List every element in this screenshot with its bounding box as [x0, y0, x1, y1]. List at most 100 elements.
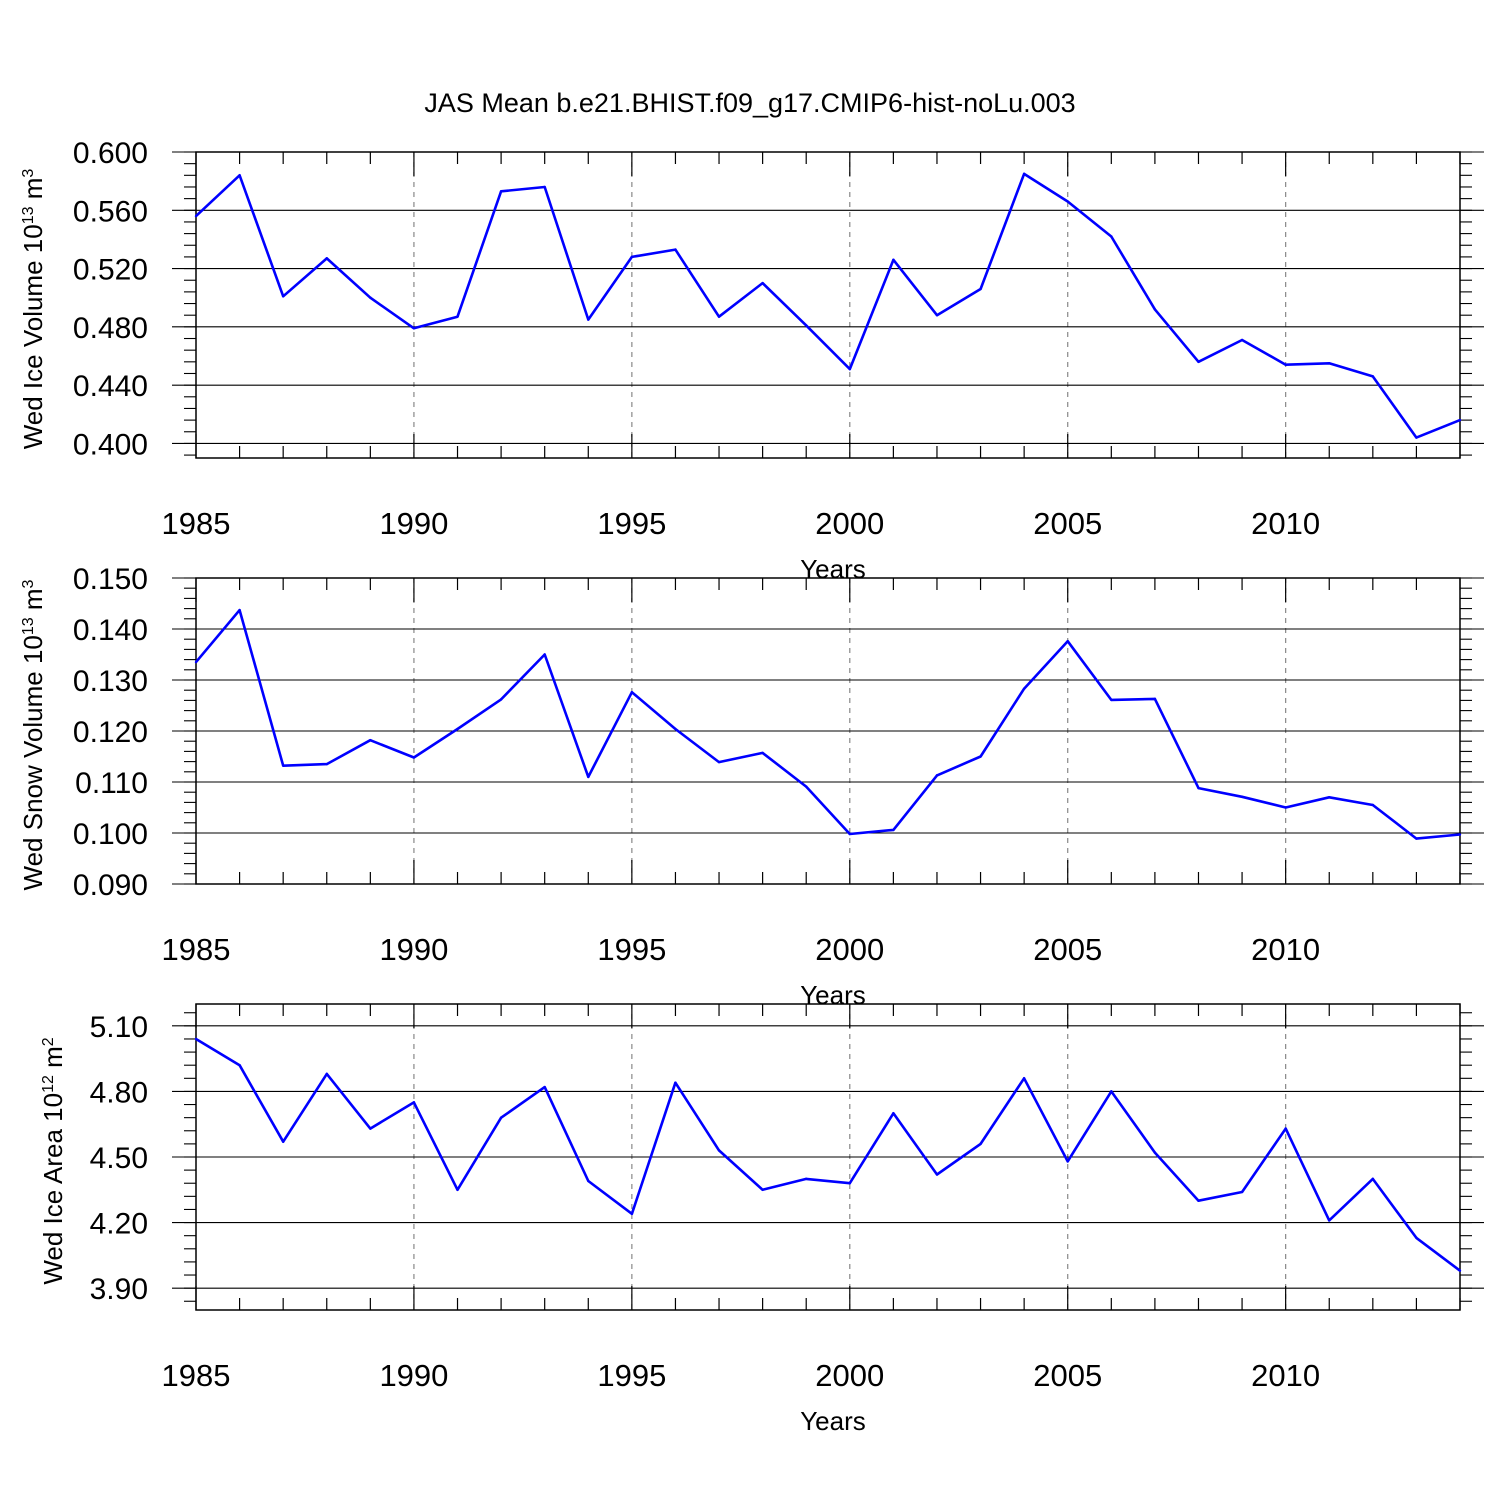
x-tick-label: 2005 — [1033, 506, 1102, 541]
data-point — [674, 727, 677, 731]
data-point — [1328, 362, 1331, 365]
data-point — [281, 764, 285, 767]
data-point — [369, 296, 372, 299]
y-axis-label: Wed Ice Volume 1013 m3 — [18, 169, 48, 450]
data-point — [412, 1101, 416, 1104]
y-tick-label: 0.140 — [73, 614, 148, 647]
data-point — [1458, 1269, 1462, 1272]
y-axis-label-exponent: 12 — [40, 1075, 57, 1093]
data-point — [1197, 1199, 1200, 1202]
data-point — [587, 775, 590, 779]
data-point — [1371, 803, 1375, 807]
y-axis-label-exponent: 3 — [20, 169, 37, 178]
y-axis-label-exponent: 13 — [20, 617, 37, 635]
data-point — [499, 190, 503, 193]
x-tick-label: 2010 — [1251, 1358, 1320, 1393]
data-point — [412, 756, 416, 759]
data-point — [935, 774, 939, 777]
data-point — [456, 727, 459, 731]
y-tick-label: 0.150 — [73, 563, 148, 596]
series-line — [195, 172, 1461, 439]
data-point — [499, 1116, 503, 1119]
x-tick-label: 1995 — [597, 1358, 666, 1393]
y-tick-label: 4.50 — [90, 1142, 148, 1175]
data-point — [1153, 308, 1157, 311]
data-point — [630, 691, 634, 694]
data-point — [238, 1064, 241, 1067]
data-point — [848, 1182, 851, 1185]
data-point — [630, 255, 634, 259]
y-axis-label-text: Wed Ice Volume 10 — [18, 224, 48, 449]
y-axis-label: Wed Ice Area 1012 m2 — [38, 1037, 68, 1284]
y-tick-label: 5.10 — [90, 1011, 148, 1044]
x-tick-label: 2010 — [1251, 506, 1320, 541]
y-axis-label-exponent: 13 — [20, 206, 37, 224]
x-tick-label: 1990 — [379, 1358, 448, 1393]
data-point — [325, 257, 328, 260]
data-point — [979, 287, 982, 291]
x-tick-label: 2010 — [1251, 932, 1320, 967]
data-point — [848, 367, 851, 371]
data-point — [761, 1188, 764, 1191]
x-axis-label: Years — [800, 980, 866, 1010]
data-point — [761, 281, 764, 285]
x-tick-label: 1985 — [162, 1358, 231, 1393]
y-tick-label: 4.80 — [90, 1076, 148, 1109]
data-point — [543, 653, 546, 656]
x-tick-label: 2005 — [1033, 932, 1102, 967]
y-tick-label: 0.480 — [73, 312, 148, 345]
data-point — [543, 185, 546, 189]
data-point — [717, 1149, 721, 1152]
series-line — [195, 1037, 1461, 1272]
x-tick-label: 1985 — [162, 506, 231, 541]
data-point — [1458, 418, 1462, 422]
y-axis-label-exponent: 2 — [40, 1037, 57, 1046]
data-point — [979, 1142, 982, 1146]
data-point — [1197, 360, 1200, 364]
data-point — [1371, 1177, 1375, 1181]
y-tick-label: 0.520 — [73, 254, 148, 287]
data-point — [935, 314, 939, 317]
data-point — [325, 762, 328, 766]
data-point — [892, 258, 895, 262]
y-axis-label-text: m — [18, 178, 48, 207]
plot-frame — [195, 151, 1461, 459]
data-point — [543, 1085, 546, 1089]
x-tick-label: 2000 — [815, 506, 884, 541]
y-tick-label: 0.130 — [73, 665, 148, 698]
data-point — [1371, 375, 1375, 378]
data-point — [369, 1127, 372, 1130]
data-point — [848, 832, 851, 836]
y-tick-label: 0.090 — [73, 869, 148, 902]
y-axis-label: Wed Snow Volume 1013 m3 — [18, 579, 48, 890]
data-point — [1328, 1219, 1331, 1222]
data-point — [1284, 806, 1287, 809]
y-tick-label: 0.600 — [73, 137, 148, 170]
data-point — [1022, 1077, 1026, 1080]
data-point — [1240, 1190, 1244, 1194]
data-point — [194, 660, 198, 664]
data-point — [281, 1140, 285, 1143]
y-tick-label: 0.120 — [73, 716, 148, 749]
x-tick-label: 2000 — [815, 932, 884, 967]
data-point — [369, 738, 372, 742]
data-point — [717, 760, 721, 764]
x-tick-label: 1990 — [379, 506, 448, 541]
data-point — [892, 828, 895, 832]
y-tick-label: 0.400 — [73, 428, 148, 461]
data-point — [1153, 697, 1157, 701]
x-tick-label: 2000 — [815, 1358, 884, 1393]
y-tick-label: 4.20 — [90, 1208, 148, 1241]
y-axis-label-text: m — [38, 1046, 68, 1075]
data-point — [1022, 687, 1026, 690]
data-point — [805, 324, 808, 327]
data-point — [1153, 1151, 1157, 1154]
data-point — [805, 785, 808, 788]
data-point — [1284, 1127, 1287, 1130]
y-axis-label-text: Wed Snow Volume 10 — [18, 635, 48, 890]
y-tick-label: 0.100 — [73, 818, 148, 851]
data-point — [674, 1081, 677, 1084]
y-tick-label: 0.440 — [73, 370, 148, 403]
data-point — [1066, 1160, 1069, 1163]
